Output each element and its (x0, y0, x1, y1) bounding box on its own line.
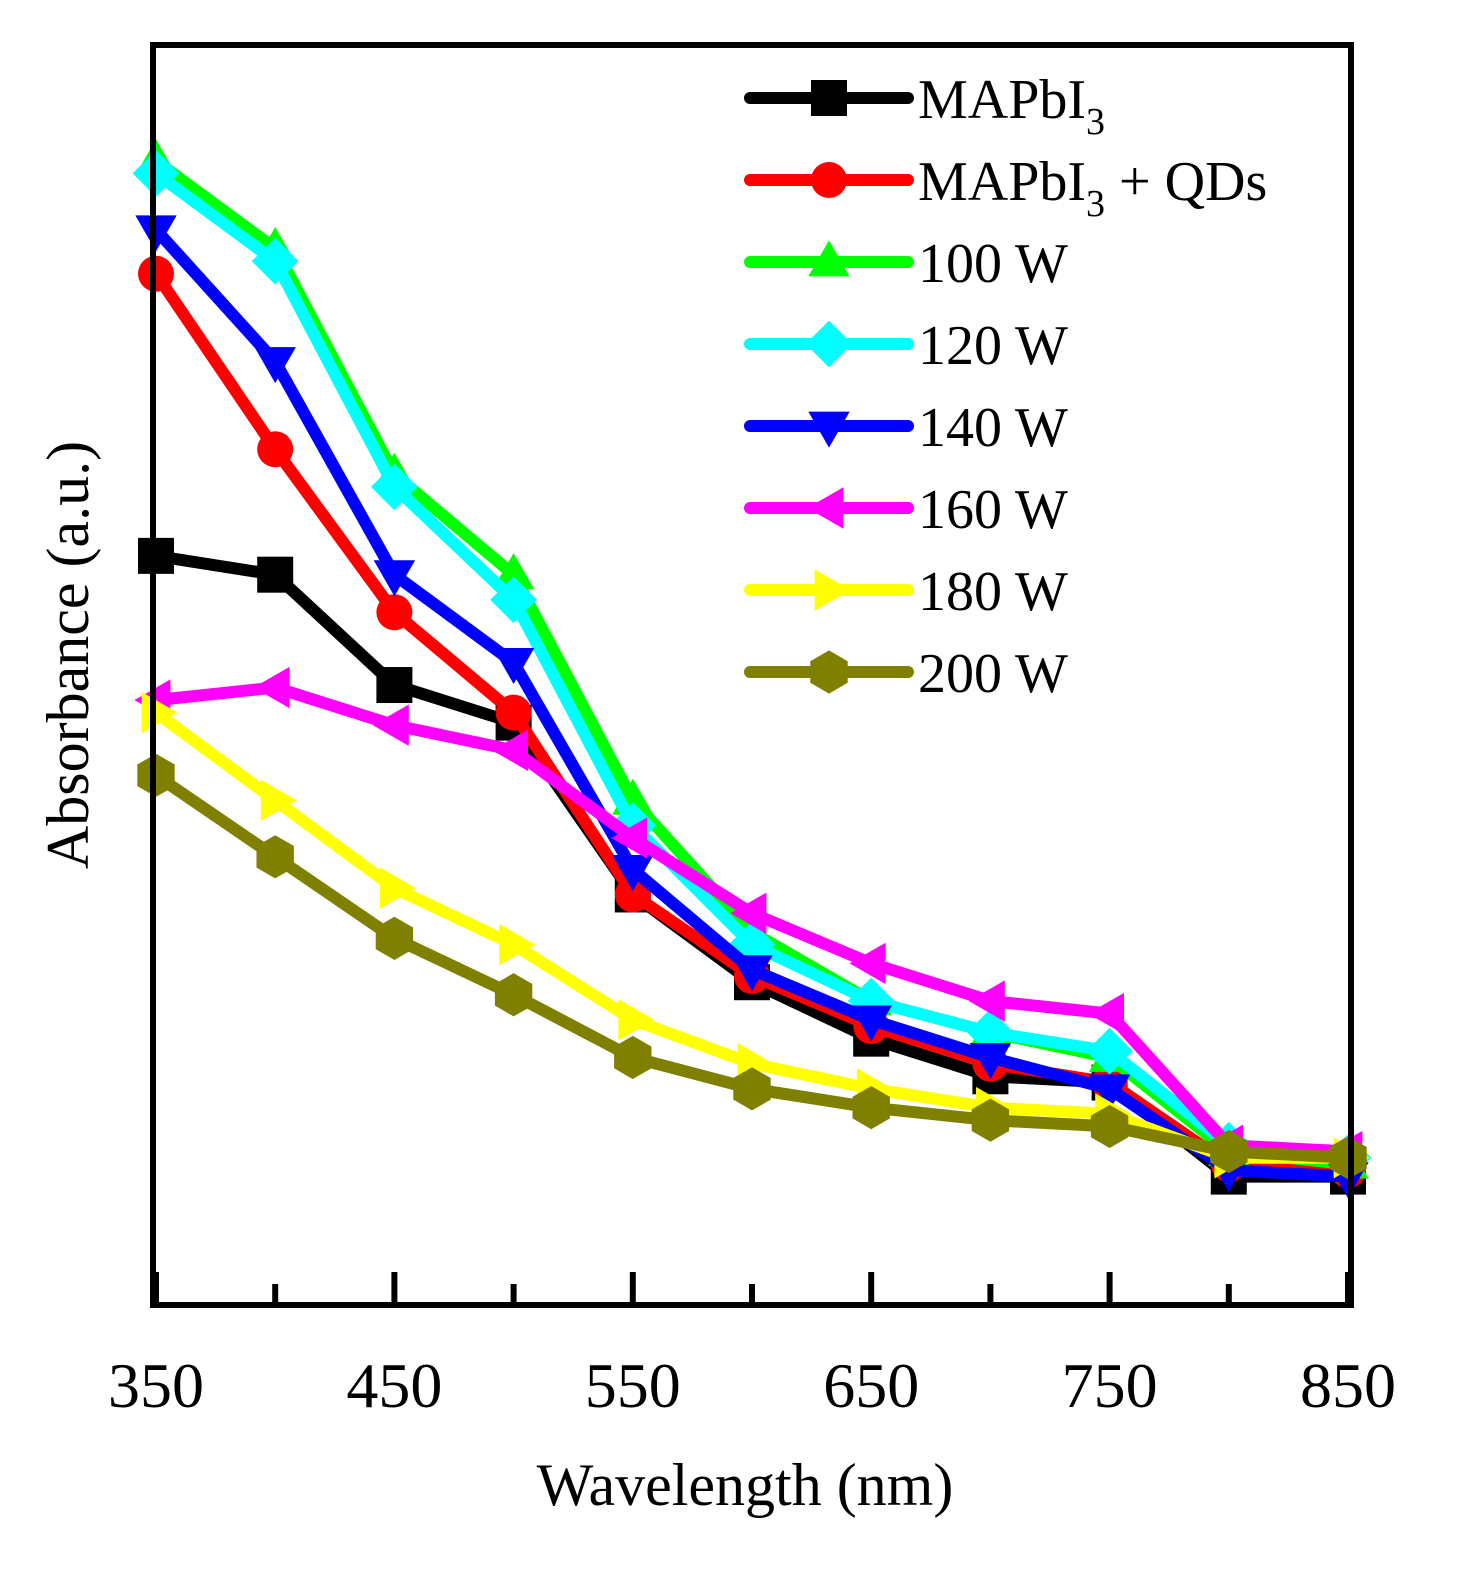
legend-item-200-w: 200 W (744, 643, 1068, 705)
legend-label-140-w: 140 W (918, 397, 1068, 459)
legend-marker-140-w (808, 411, 850, 448)
data-point-200-w-450 (375, 916, 414, 960)
x-tick-label-450: 450 (346, 1350, 442, 1421)
x-axis-ticks: 350 450 550 650 750 850 (108, 1272, 1396, 1421)
legend-label-mapbi3-qds: MAPbI3 + QDs (918, 151, 1267, 225)
data-point-200-w-600 (733, 1067, 771, 1111)
data-point-140-w-550 (612, 854, 654, 891)
data-point-mapbi3-450 (376, 667, 413, 704)
plot-frame (150, 42, 1354, 1308)
legend-marker-160-w (807, 487, 844, 529)
y-axis-title: Absorbance (a.u.) (35, 441, 101, 869)
x-tick-label-350: 350 (108, 1350, 204, 1421)
legend-item-160-w: 160 W (744, 479, 1068, 541)
data-point-160-w-650 (849, 942, 886, 985)
data-point-mapbi3-qds-500 (495, 694, 532, 731)
data-point-160-w-400 (253, 666, 290, 709)
data-point-200-w-800 (1210, 1129, 1248, 1174)
data-point-160-w-550 (611, 817, 648, 859)
data-point-120-w-500 (490, 576, 537, 624)
legend-item-180-w: 180 W (744, 561, 1068, 623)
legend-marker-100-w (808, 240, 850, 277)
data-point-180-w-400 (260, 779, 297, 822)
legend-item-120-w: 120 W (744, 315, 1068, 377)
x-tick-label-750: 750 (1062, 1350, 1158, 1421)
x-tick-label-850: 850 (1300, 1350, 1396, 1421)
legend-label-mapbi3: MAPbI3 (918, 69, 1105, 143)
legend-label-100-w: 100 W (918, 233, 1068, 295)
x-tick-label-550: 550 (585, 1350, 681, 1421)
data-point-160-w-750 (1088, 992, 1124, 1035)
legend: MAPbI3 MAPbI3 + QDs 100 W 120 W 140 W 160 W 18… (744, 69, 1267, 705)
data-point-160-w-700 (968, 980, 1005, 1022)
data-point-200-w-500 (494, 973, 533, 1017)
series-layer (132, 139, 1372, 1199)
data-point-120-w-400 (251, 237, 299, 285)
data-point-mapbi3-400 (257, 556, 294, 593)
legend-item-mapbi3-qds: MAPbI3 + QDs (744, 151, 1267, 225)
data-point-180-w-450 (380, 867, 416, 909)
data-point-200-w-650 (852, 1086, 890, 1130)
data-point-100-w-500 (492, 553, 535, 590)
data-point-200-w-550 (614, 1035, 652, 1080)
legend-marker-180-w (814, 569, 851, 611)
data-point-140-w-500 (492, 648, 535, 685)
data-point-200-w-750 (1090, 1104, 1129, 1149)
data-point-160-w-500 (492, 729, 528, 771)
legend-item-140-w: 140 W (744, 397, 1068, 459)
legend-label-180-w: 180 W (918, 561, 1068, 623)
data-point-160-w-600 (730, 892, 767, 934)
legend-label-200-w: 200 W (918, 643, 1068, 705)
data-point-120-w-700 (967, 1008, 1014, 1056)
data-point-120-w-750 (1086, 1027, 1133, 1075)
data-point-140-w-650 (850, 1005, 892, 1042)
legend-marker-mapbi3 (811, 80, 847, 116)
legend-marker-200-w (810, 650, 848, 694)
data-point-140-w-600 (731, 955, 773, 992)
legend-item-100-w: 100 W (744, 233, 1068, 295)
data-point-mapbi3-qds-450 (376, 594, 413, 631)
data-point-200-w-700 (971, 1098, 1010, 1142)
legend-marker-mapbi3-qds (811, 162, 847, 198)
data-point-200-w-400 (256, 835, 294, 879)
data-point-120-w-450 (371, 463, 418, 511)
legend-item-mapbi3: MAPbI3 (744, 69, 1105, 143)
legend-label-120-w: 120 W (918, 315, 1068, 377)
data-point-140-w-400 (254, 347, 296, 384)
data-point-140-w-750 (1088, 1074, 1131, 1111)
data-point-mapbi3-qds-550 (614, 876, 651, 913)
x-tick-label-650: 650 (823, 1350, 919, 1421)
data-point-180-w-500 (499, 923, 536, 966)
data-point-180-w-550 (618, 999, 655, 1041)
data-point-160-w-450 (372, 704, 409, 746)
x-axis-title: Wavelength (nm) (537, 1452, 954, 1518)
legend-marker-120-w (805, 320, 853, 368)
data-point-140-w-450 (373, 560, 416, 597)
series-200-w (137, 753, 1367, 1180)
data-point-140-w-700 (969, 1043, 1012, 1080)
legend-label-160-w: 160 W (918, 479, 1068, 541)
data-point-mapbi3-qds-400 (257, 431, 294, 468)
